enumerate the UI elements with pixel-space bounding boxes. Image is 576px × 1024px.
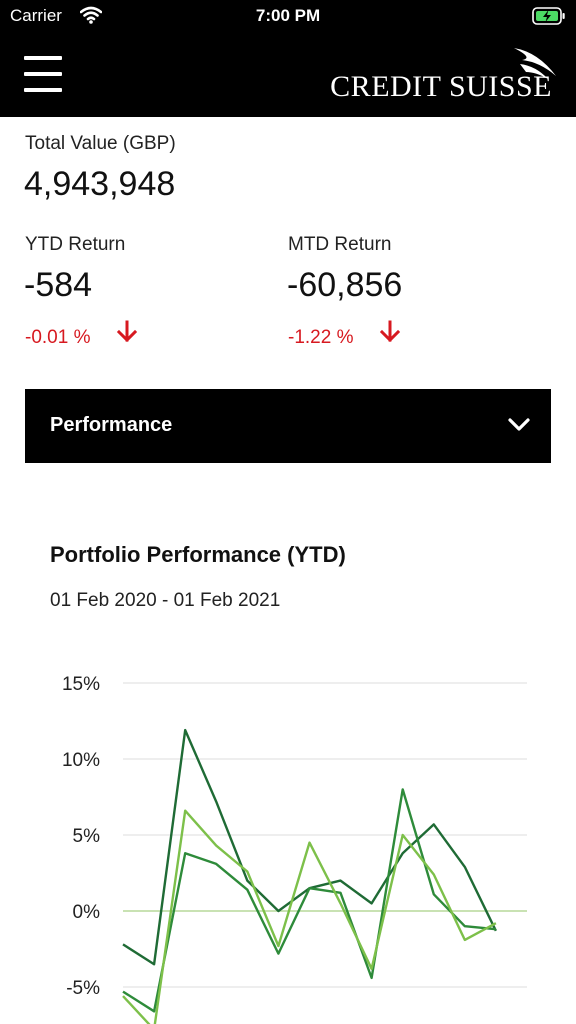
series-line-3 <box>122 809 497 1024</box>
performance-line-chart: 15% 10% 5% 0% -5% <box>62 674 527 1024</box>
logo-text: CREDIT SUISSE <box>330 70 552 103</box>
credit-suisse-logo: CREDIT SUISSE <box>322 46 556 106</box>
battery-charging-icon <box>532 6 566 31</box>
mtd-return-value: -60,856 <box>287 266 403 304</box>
hamburger-menu-icon[interactable] <box>24 56 64 94</box>
performance-label: Performance <box>50 414 173 436</box>
ytd-return-value: -584 <box>24 266 93 304</box>
chart-date-range: 01 Feb 2020 - 01 Feb 2021 <box>50 590 281 611</box>
sails-logo-icon <box>514 48 556 79</box>
y-tick-label: 10% <box>62 750 100 771</box>
app-header: CREDIT SUISSE <box>0 34 576 117</box>
chevron-down-icon <box>508 418 530 431</box>
ytd-return-percent: -0.01 % <box>25 327 91 348</box>
down-arrow-icon <box>380 320 400 343</box>
total-value: 4,943,948 <box>24 165 176 203</box>
total-value-label: Total Value (GBP) <box>25 133 176 154</box>
ytd-return-label: YTD Return <box>25 234 126 255</box>
mtd-return-label: MTD Return <box>288 234 392 255</box>
wifi-icon <box>79 6 103 29</box>
mtd-return-percent: -1.22 % <box>288 327 354 348</box>
y-tick-label: -5% <box>66 978 100 999</box>
performance-dropdown[interactable]: Performance <box>25 389 551 463</box>
carrier-label: Carrier <box>10 6 62 25</box>
status-bar: Carrier 7:00 PM <box>0 0 576 34</box>
y-tick-label: 5% <box>73 826 101 847</box>
y-tick-label: 0% <box>73 902 101 923</box>
series-line-2 <box>122 788 497 1013</box>
y-tick-label: 15% <box>62 674 100 695</box>
status-time: 7:00 PM <box>255 6 321 25</box>
down-arrow-icon <box>117 320 137 343</box>
chart-title: Portfolio Performance (YTD) <box>50 542 346 567</box>
